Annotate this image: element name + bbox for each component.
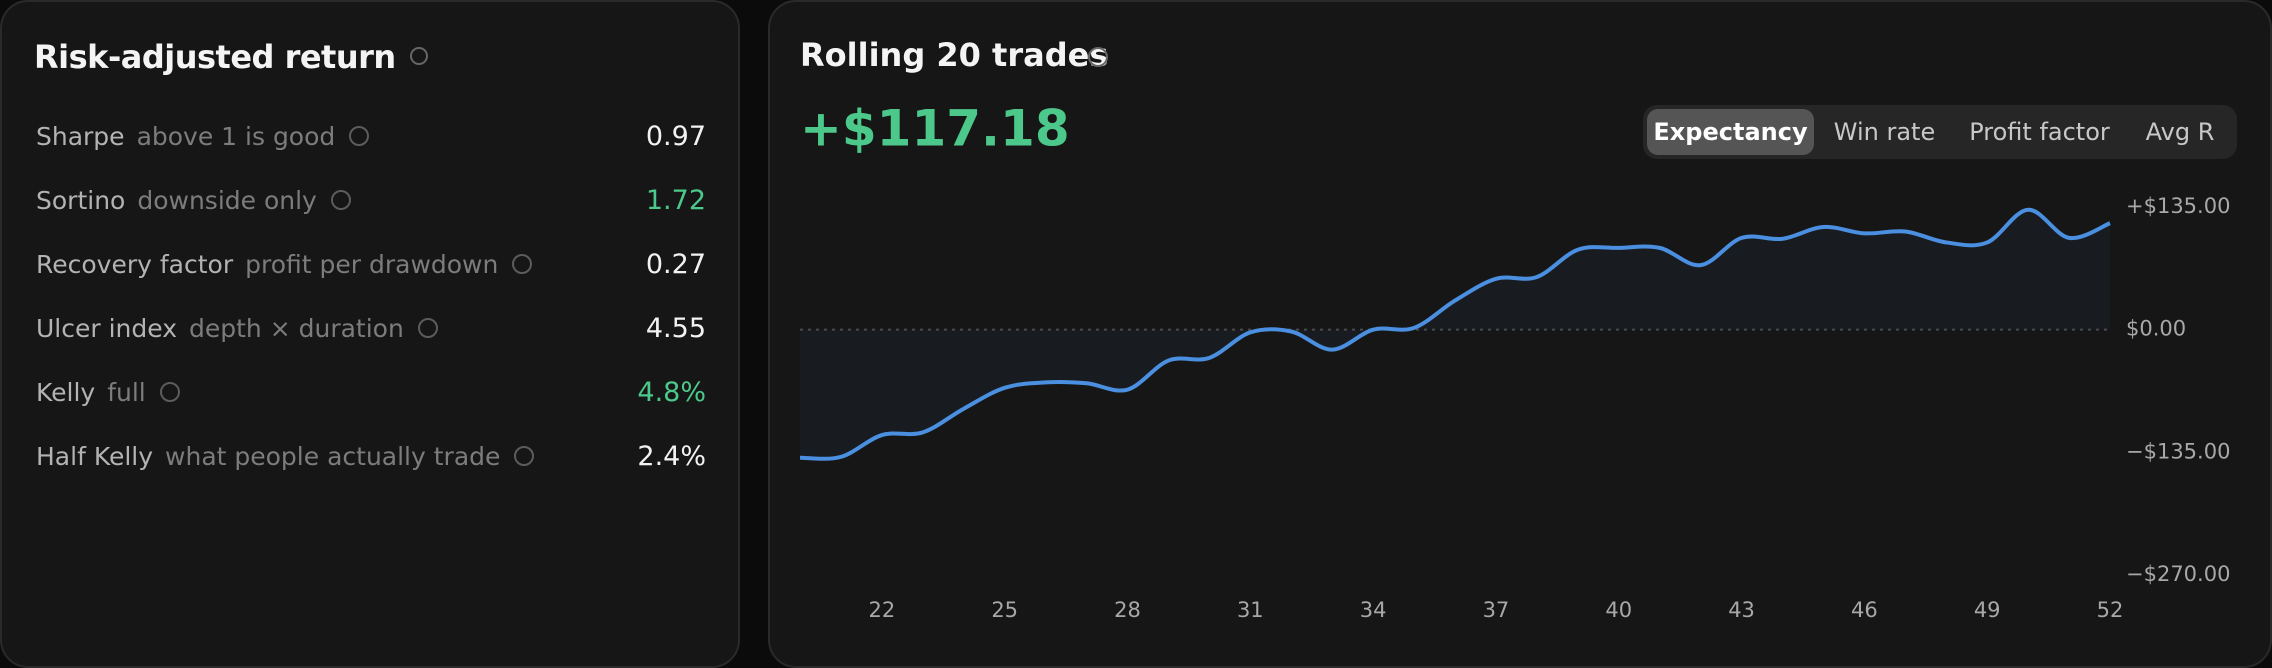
y-tick-label: $0.00	[2126, 317, 2186, 341]
info-icon[interactable]	[514, 446, 535, 466]
metric-row: Sortino downside only 1.72	[36, 181, 706, 221]
metric-hint: above 1 is good	[136, 122, 336, 151]
metric-hint: downside only	[137, 186, 317, 215]
x-tick-label: 22	[869, 598, 896, 622]
headline: +$117.18	[800, 100, 1070, 158]
metric-row: Sharpe above 1 is good 0.97	[36, 117, 706, 157]
x-tick-label: 43	[1728, 598, 1755, 622]
metric-label: Sortino	[36, 186, 126, 215]
info-icon[interactable]	[349, 126, 370, 146]
tab[interactable]: Profit factor	[1969, 118, 2110, 146]
metric-value: 4.8%	[637, 377, 706, 408]
info-icon[interactable]	[409, 47, 428, 65]
metric-label: Ulcer index	[36, 314, 177, 343]
y-tick-label: −$135.00	[2126, 439, 2230, 463]
tab-active-bg	[1647, 109, 1814, 155]
info-icon[interactable]	[330, 190, 351, 210]
x-tick-label: 34	[1360, 598, 1387, 622]
metric-row: Recovery factor profit per drawdown 0.27	[36, 245, 706, 285]
line	[799, 207, 2111, 461]
x-tick-label: 31	[1237, 598, 1264, 622]
metric-value: 0.97	[645, 121, 706, 152]
metric-hint: what people actually trade	[165, 442, 501, 471]
metric-label: Kelly	[36, 378, 96, 407]
metric-label: Half Kelly	[36, 442, 154, 471]
metric-hint: depth × duration	[189, 314, 404, 343]
metric-row: Ulcer index depth × duration 4.55	[36, 309, 706, 349]
metric-row: Half Kelly what people actually trade 2.4%	[36, 437, 706, 477]
title-text: Risk-adjusted return	[34, 38, 396, 76]
x-tick-label: 25	[991, 598, 1018, 622]
tab[interactable]: Expectancy	[1653, 118, 1808, 146]
metric-label: Recovery factor	[36, 250, 234, 279]
metric-row: Kelly full 4.8%	[36, 373, 706, 413]
info-icon[interactable]	[417, 318, 438, 338]
x-tick-label: 52	[2097, 598, 2124, 622]
info-icon[interactable]	[159, 382, 180, 402]
y-tick-label: +$135.00	[2126, 194, 2230, 218]
metric-value: 0.27	[645, 249, 706, 280]
x-tick-label: 49	[1974, 598, 2001, 622]
info-icon[interactable]	[512, 254, 533, 274]
x-tick-label: 46	[1851, 598, 1878, 622]
x-tick-label: 28	[1114, 598, 1141, 622]
tab[interactable]: Avg R	[2146, 118, 2215, 146]
metric-hint: full	[107, 378, 146, 407]
metric-label: Sharpe	[36, 122, 125, 151]
y-tick-label: −$270.00	[2126, 562, 2230, 586]
card-title: Risk-adjusted return	[34, 38, 428, 76]
x-tick-label: 40	[1605, 598, 1632, 622]
x-tick-label: 37	[1483, 598, 1510, 622]
metric-value: 4.55	[645, 313, 706, 344]
metric-value: 2.4%	[637, 441, 706, 472]
chart-title: Rolling 20 trades	[800, 36, 1108, 74]
metric-value: 1.72	[645, 185, 706, 216]
metric-hint: profit per drawdown	[245, 250, 499, 279]
risk-card: Risk-adjusted return Sharpe above 1 is go…	[0, 0, 740, 668]
line-area	[800, 209, 2110, 459]
tab[interactable]: Win rate	[1834, 118, 1935, 146]
info-icon[interactable]	[1088, 47, 1108, 67]
